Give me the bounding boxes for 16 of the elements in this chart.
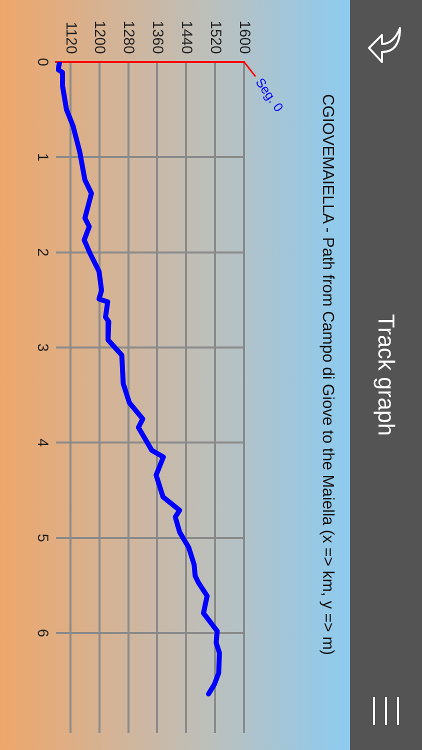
x-tick-label: 1520 (206, 20, 224, 54)
x-tick-label: 1360 (149, 20, 166, 54)
x-tick-label: 1440 (178, 20, 196, 54)
y-tick-label: 0 (34, 58, 51, 66)
y-tick-label: 6 (34, 628, 51, 638)
y-tick-label: 2 (34, 248, 51, 257)
x-tick-label: 1280 (120, 20, 138, 54)
text: Track graph (372, 314, 400, 436)
text: CGIOVEMAIELLA - Path from Campo di Giove to the Maiella (x => km, y => m) (318, 94, 336, 656)
y-tick-label: 1 (34, 153, 51, 162)
y-tick-label: 5 (34, 534, 51, 542)
y-tick-label: 3 (34, 343, 51, 352)
y-tick-label: 4 (34, 438, 51, 447)
x-tick-label: 1120 (62, 22, 80, 54)
x-tick-label: 1200 (91, 20, 108, 54)
x-tick-label: 1600 (236, 20, 253, 54)
